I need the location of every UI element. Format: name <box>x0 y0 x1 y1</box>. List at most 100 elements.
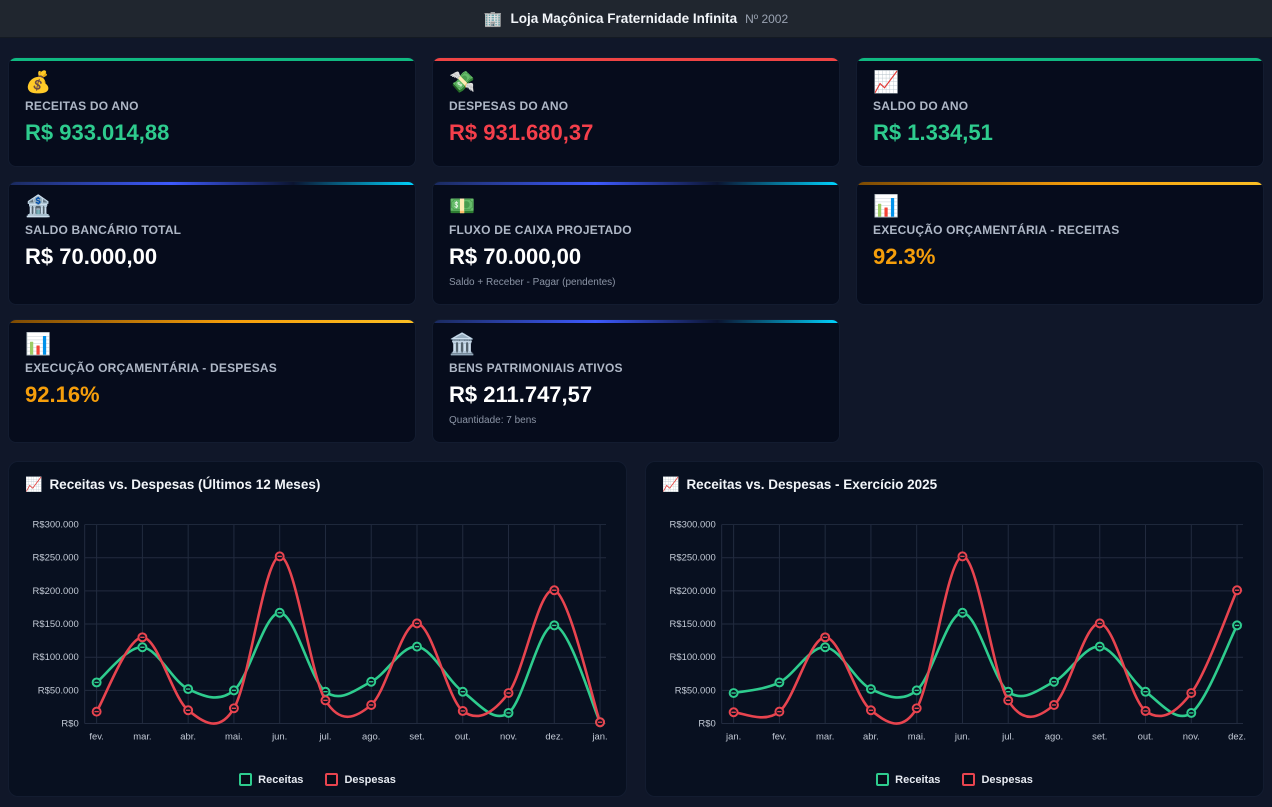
line-chart-svg: R$0R$50.000R$100.000R$150.000R$200.000R$… <box>660 501 1249 769</box>
card-label: BENS PATRIMONIAIS ATIVOS <box>449 361 823 375</box>
card-fluxo-de-caixa: 💵 FLUXO DE CAIXA PROJETADO R$ 70.000,00 … <box>432 181 840 305</box>
chart-increasing-icon: 📈 <box>873 70 1247 95</box>
card-execucao-receitas: 📊 EXECUÇÃO ORÇAMENTÁRIA - RECEITAS 92.3% <box>856 181 1264 305</box>
line-chart-exercicio-2025: R$0R$50.000R$100.000R$150.000R$200.000R$… <box>660 501 1249 769</box>
card-subtitle: Quantidade: 7 bens <box>449 415 823 426</box>
svg-text:jan.: jan. <box>725 731 741 742</box>
chart-increasing-icon: 📈 <box>662 476 679 493</box>
chart-title: 📈 Receitas vs. Despesas - Exercício 2025 <box>662 476 1249 493</box>
chart-title: 📈 Receitas vs. Despesas (Últimos 12 Mese… <box>25 476 612 493</box>
card-label: RECEITAS DO ANO <box>25 99 399 113</box>
card-value: R$ 1.334,51 <box>873 120 1247 146</box>
svg-text:mar.: mar. <box>133 731 151 742</box>
chart-title-text: Receitas vs. Despesas - Exercício 2025 <box>686 477 937 492</box>
card-value: 92.3% <box>873 244 1247 270</box>
card-value: R$ 70.000,00 <box>449 244 823 270</box>
card-label: SALDO DO ANO <box>873 99 1247 113</box>
legend-item-despesas[interactable]: Despesas <box>962 773 1032 786</box>
card-label: EXECUÇÃO ORÇAMENTÁRIA - DESPESAS <box>25 361 399 375</box>
card-value: R$ 933.014,88 <box>25 120 399 146</box>
legend-color-box <box>962 773 975 786</box>
svg-text:ago.: ago. <box>362 731 380 742</box>
line-chart-ultimos-12-meses: R$0 R$50.000 R$100.000 R$150.000 R$200.000 R$… <box>23 501 612 769</box>
card-value: R$ 931.680,37 <box>449 120 823 146</box>
svg-text:ago.: ago. <box>1045 731 1063 742</box>
legend-label: Despesas <box>981 774 1032 786</box>
svg-text:R$50.000: R$50.000 <box>675 685 716 696</box>
chart-title-text: Receitas vs. Despesas (Últimos 12 Meses) <box>49 477 320 492</box>
card-value: 92.16% <box>25 382 399 408</box>
card-label: EXECUÇÃO ORÇAMENTÁRIA - RECEITAS <box>873 223 1247 237</box>
svg-text:R$100.000: R$100.000 <box>33 652 79 663</box>
chart-legend: Receitas Despesas <box>660 769 1249 788</box>
bar-chart-icon: 📊 <box>873 194 1247 219</box>
card-label: FLUXO DE CAIXA PROJETADO <box>449 223 823 237</box>
svg-text:R$200.000: R$200.000 <box>33 586 79 597</box>
app-title: Loja Maçônica Fraternidade Infinita <box>511 11 738 26</box>
chart-increasing-icon: 📈 <box>25 476 42 493</box>
svg-text:jun.: jun. <box>954 731 970 742</box>
lodge-number: Nº 2002 <box>745 12 788 26</box>
svg-text:R$0: R$0 <box>698 719 715 730</box>
legend-item-despesas[interactable]: Despesas <box>325 773 395 786</box>
money-with-wings-icon: 💸 <box>449 70 823 95</box>
svg-text:mai.: mai. <box>908 731 926 742</box>
chart-legend: Receitas Despesas <box>23 769 612 788</box>
svg-text:R$300.000: R$300.000 <box>33 520 79 531</box>
card-value: R$ 211.747,57 <box>449 382 823 408</box>
line-chart-svg: R$0 R$50.000 R$100.000 R$150.000 R$200.000 R$… <box>23 501 612 769</box>
card-saldo-do-ano: 📈 SALDO DO ANO R$ 1.334,51 <box>856 57 1264 167</box>
legend-label: Receitas <box>258 774 303 786</box>
dashboard: 💰 RECEITAS DO ANO R$ 933.014,88 💸 DESPES… <box>0 38 1272 805</box>
card-receitas-do-ano: 💰 RECEITAS DO ANO R$ 933.014,88 <box>8 57 416 167</box>
legend-item-receitas[interactable]: Receitas <box>239 773 303 786</box>
card-subtitle: Saldo + Receber - Pagar (pendentes) <box>449 277 823 288</box>
svg-text:abr.: abr. <box>863 731 879 742</box>
card-despesas-do-ano: 💸 DESPESAS DO ANO R$ 931.680,37 <box>432 57 840 167</box>
chart-panel-ultimos-12-meses: 📈 Receitas vs. Despesas (Últimos 12 Mese… <box>8 461 627 797</box>
card-execucao-despesas: 📊 EXECUÇÃO ORÇAMENTÁRIA - DESPESAS 92.16… <box>8 319 416 443</box>
chart-panel-exercicio-2025: 📈 Receitas vs. Despesas - Exercício 2025… <box>645 461 1264 797</box>
svg-text:fev.: fev. <box>89 731 104 742</box>
svg-text:jun.: jun. <box>271 731 287 742</box>
svg-text:R$250.000: R$250.000 <box>670 553 716 564</box>
card-value: R$ 70.000,00 <box>25 244 399 270</box>
card-saldo-bancario-total: 🏦 SALDO BANCÁRIO TOTAL R$ 70.000,00 <box>8 181 416 305</box>
legend-color-box <box>239 773 252 786</box>
svg-text:R$150.000: R$150.000 <box>33 619 79 630</box>
card-bens-patrimoniais: 🏛️ BENS PATRIMONIAIS ATIVOS R$ 211.747,5… <box>432 319 840 443</box>
svg-text:R$150.000: R$150.000 <box>670 619 716 630</box>
svg-text:nov.: nov. <box>500 731 517 742</box>
bank-icon: 🏦 <box>25 194 399 219</box>
svg-text:jan.: jan. <box>591 731 607 742</box>
svg-text:fev.: fev. <box>772 731 787 742</box>
svg-text:dez.: dez. <box>545 731 563 742</box>
svg-text:set.: set. <box>409 731 424 742</box>
svg-text:nov.: nov. <box>1183 731 1200 742</box>
app-header: 🏢 Loja Maçônica Fraternidade Infinita Nº… <box>0 0 1272 38</box>
svg-text:jul.: jul. <box>1001 731 1014 742</box>
svg-text:mar.: mar. <box>816 731 834 742</box>
dollar-banknote-icon: 💵 <box>449 194 823 219</box>
card-label: DESPESAS DO ANO <box>449 99 823 113</box>
legend-label: Receitas <box>895 774 940 786</box>
svg-text:R$250.000: R$250.000 <box>33 553 79 564</box>
legend-label: Despesas <box>344 774 395 786</box>
kpi-cards-grid: 💰 RECEITAS DO ANO R$ 933.014,88 💸 DESPES… <box>0 38 1272 461</box>
svg-text:R$300.000: R$300.000 <box>670 520 716 531</box>
svg-text:out.: out. <box>455 731 471 742</box>
legend-item-receitas[interactable]: Receitas <box>876 773 940 786</box>
svg-text:R$0: R$0 <box>61 719 78 730</box>
svg-text:R$50.000: R$50.000 <box>38 685 79 696</box>
classical-building-icon: 🏛️ <box>449 332 823 357</box>
svg-text:dez.: dez. <box>1228 731 1246 742</box>
svg-text:R$200.000: R$200.000 <box>670 586 716 597</box>
money-bag-icon: 💰 <box>25 70 399 95</box>
svg-text:out.: out. <box>1138 731 1154 742</box>
svg-text:set.: set. <box>1092 731 1107 742</box>
legend-color-box <box>876 773 889 786</box>
charts-row: 📈 Receitas vs. Despesas (Últimos 12 Mese… <box>0 461 1272 805</box>
building-icon: 🏢 <box>484 10 503 28</box>
legend-color-box <box>325 773 338 786</box>
svg-text:mai.: mai. <box>225 731 243 742</box>
